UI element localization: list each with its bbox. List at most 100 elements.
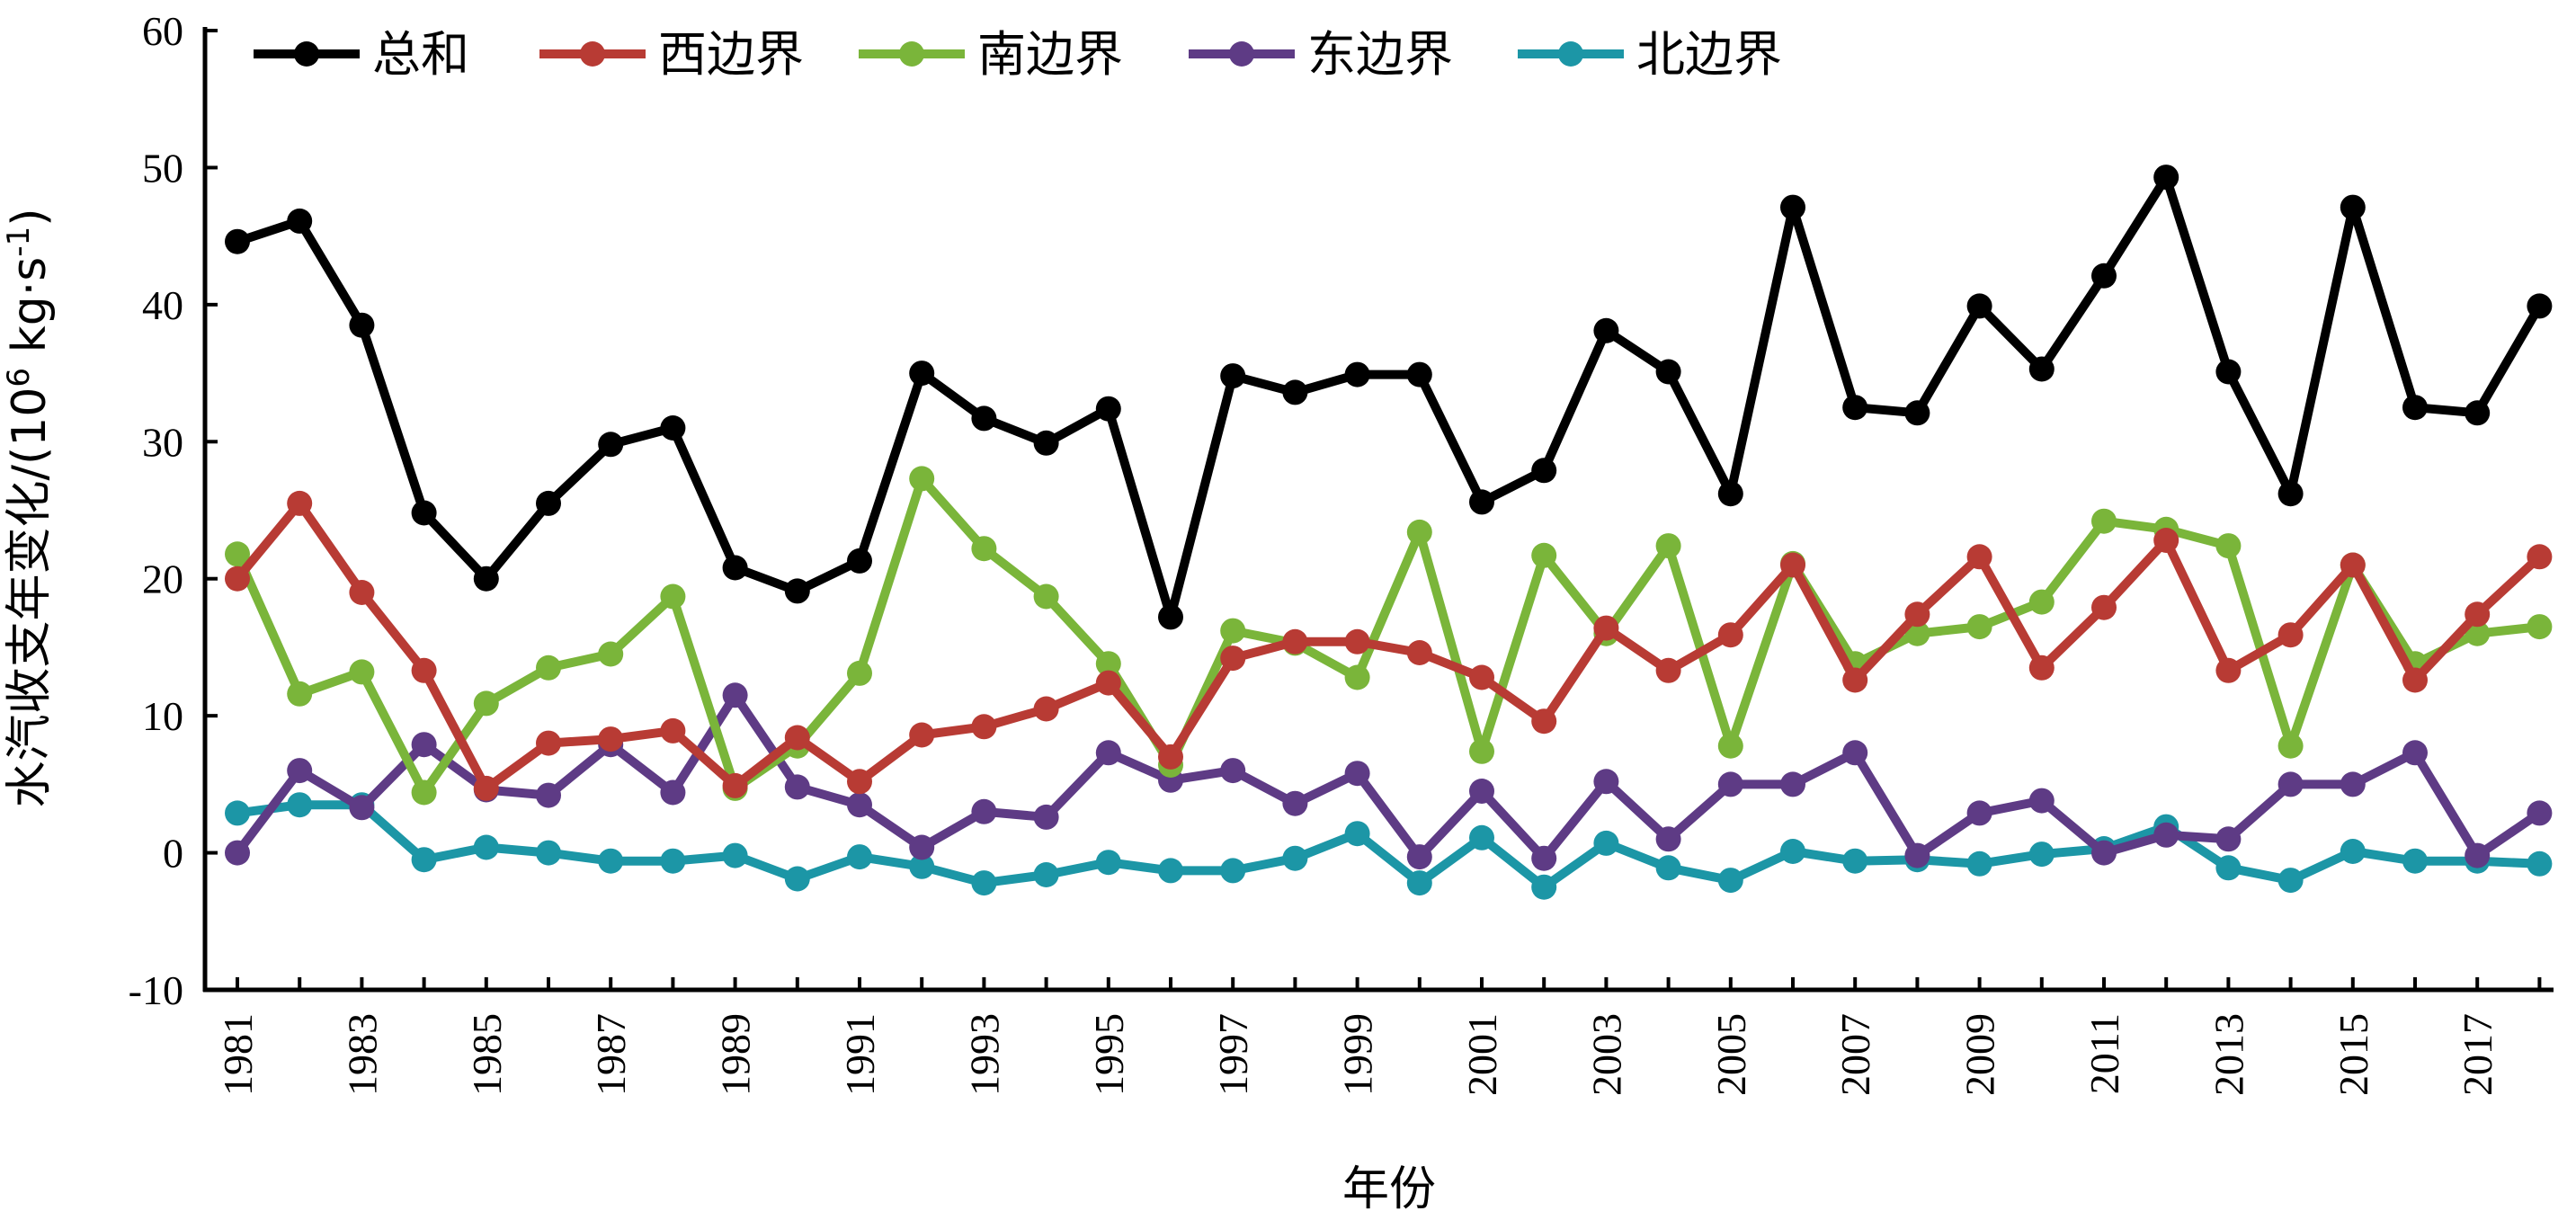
data-point [2527, 850, 2553, 877]
legend-marker [899, 41, 924, 67]
data-point [2465, 601, 2491, 628]
data-point [909, 466, 935, 492]
legend-label: 总和 [372, 26, 469, 83]
data-point [1655, 657, 1681, 683]
data-point [1344, 664, 1370, 690]
data-point [1531, 874, 1557, 900]
series-西边界 [225, 490, 2553, 801]
legend-label: 西边界 [658, 26, 804, 83]
data-point [847, 548, 872, 574]
data-point [1158, 744, 1183, 770]
data-point [1531, 542, 1557, 568]
y-tick-label: 20 [142, 557, 183, 602]
data-point [1220, 758, 1246, 784]
data-point [2402, 667, 2428, 693]
data-point [1158, 604, 1183, 630]
data-point [1282, 628, 1308, 655]
data-point [1966, 293, 1992, 319]
data-point [722, 772, 748, 798]
data-point [1282, 379, 1308, 405]
data-point [1282, 790, 1308, 816]
x-tick-label: 2015 [2331, 1013, 2376, 1096]
data-point [722, 555, 748, 581]
data-point [2091, 840, 2117, 866]
data-point [1344, 361, 1370, 387]
series-line [234, 690, 2543, 863]
data-point [2277, 622, 2304, 648]
x-tick-label: 1987 [588, 1013, 634, 1096]
data-point [1406, 361, 1432, 387]
data-point [2153, 528, 2179, 553]
series-南边界 [225, 466, 2553, 806]
data-point [2028, 356, 2055, 382]
data-point [1220, 858, 1246, 884]
data-point [909, 722, 935, 748]
data-point [660, 583, 686, 610]
data-point [473, 565, 499, 592]
x-tick-label: 1985 [464, 1013, 510, 1096]
x-tick-label: 1997 [1210, 1013, 1256, 1096]
data-point [225, 228, 250, 254]
data-point [2277, 733, 2304, 759]
data-point [909, 834, 935, 860]
data-point [287, 792, 313, 818]
data-point [722, 842, 748, 868]
data-point [2402, 395, 2428, 421]
data-point [1469, 779, 1494, 804]
data-point [1593, 830, 1619, 856]
data-point [1904, 400, 1930, 426]
x-axis-title: 年份 [1342, 1162, 1436, 1216]
series-总和 [225, 165, 2553, 630]
data-point [1717, 622, 1743, 648]
legend-item: 总和 [254, 26, 469, 83]
data-point [1406, 870, 1432, 896]
data-point [1344, 821, 1370, 847]
data-point [1593, 317, 1619, 343]
data-point [473, 690, 499, 717]
data-point [2215, 855, 2242, 881]
data-point [2402, 740, 2428, 766]
data-point [847, 769, 872, 795]
data-point [536, 490, 561, 516]
data-point [2340, 552, 2366, 578]
data-point [1966, 850, 1992, 877]
x-tick-label: 2005 [1708, 1013, 1754, 1096]
data-point [411, 732, 437, 758]
data-point [1033, 862, 1059, 887]
data-point [1966, 800, 1992, 826]
legend: 总和 西边界 南边界 东边界 北边界 [254, 26, 1782, 83]
data-point [2091, 263, 2117, 289]
data-point [2277, 771, 2304, 797]
data-point [1220, 646, 1246, 672]
x-tick-label: 1981 [215, 1013, 261, 1096]
data-point [660, 717, 686, 744]
data-point [1655, 855, 1681, 881]
legend-label: 北边界 [1636, 26, 1782, 83]
data-point [660, 848, 686, 874]
data-point [1406, 844, 1432, 870]
legend-item: 北边界 [1518, 26, 1782, 83]
data-point [1469, 824, 1494, 850]
data-point [2028, 842, 2055, 868]
data-point [1095, 396, 1121, 422]
data-point [1033, 804, 1059, 830]
data-point [2028, 655, 2055, 681]
data-point [287, 208, 313, 234]
data-point [1095, 740, 1121, 766]
data-point [2215, 533, 2242, 559]
data-point [1655, 826, 1681, 852]
data-point [2153, 822, 2179, 848]
legend-marker [1229, 41, 1254, 67]
data-point [1593, 769, 1619, 795]
data-point [784, 866, 810, 892]
data-point [971, 714, 997, 740]
x-tick-label: 1983 [339, 1013, 385, 1096]
y-tick-label: 40 [142, 282, 183, 328]
x-tick-label: 2017 [2455, 1013, 2500, 1096]
data-point [1780, 552, 1805, 578]
data-point [2028, 788, 2055, 814]
y-tick-label: 10 [142, 693, 183, 739]
data-point [2527, 614, 2553, 640]
data-point [1033, 583, 1059, 610]
